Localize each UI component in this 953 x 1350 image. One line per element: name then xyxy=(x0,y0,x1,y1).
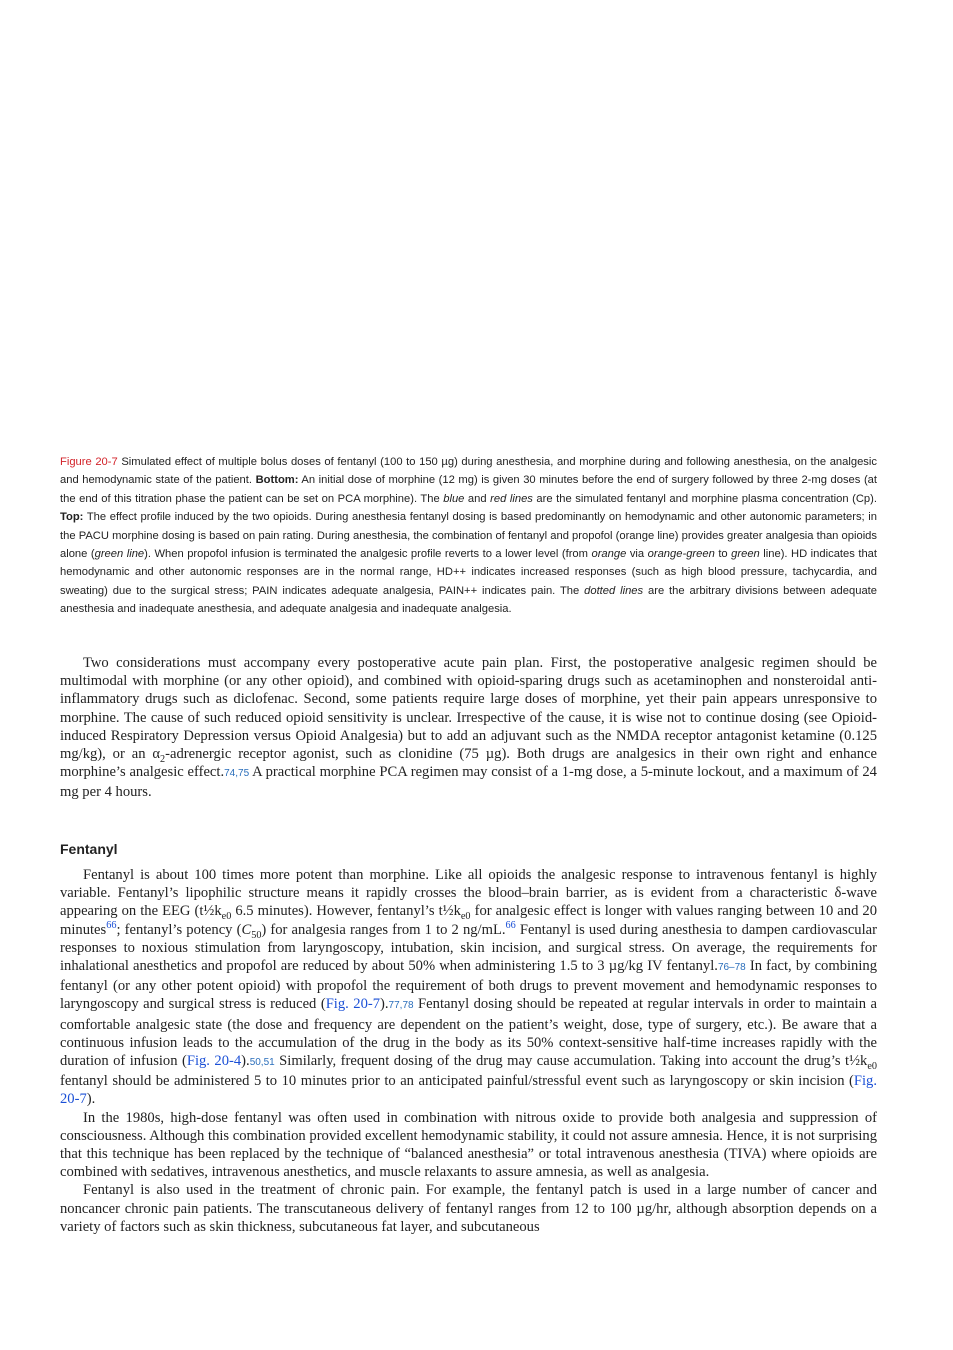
text-run: -adrenergic receptor agonist, such as cl… xyxy=(60,746,877,781)
italic-text: dotted lines xyxy=(584,584,644,597)
citation[interactable]: 66 xyxy=(505,919,516,931)
citation[interactable]: 76–78 xyxy=(717,962,746,974)
paragraph: Two considerations must accompany every … xyxy=(60,654,877,802)
text-run: In fact, by combining fentanyl (or any o… xyxy=(60,958,877,1013)
figure-caption: Figure 20-7 Simulated effect of multiple… xyxy=(60,453,877,619)
figure-link[interactable]: Fig. 20-7 xyxy=(325,996,381,1013)
text-run: Fentanyl is used during anesthesia to da… xyxy=(60,921,877,975)
text-run: Similarly, frequent dosing of the drug m… xyxy=(274,1053,868,1070)
figure-link[interactable]: Fig. 20-7 xyxy=(60,1073,877,1108)
italic-text: green xyxy=(731,548,760,561)
paragraph: In the 1980s, high-dose fentanyl was oft… xyxy=(60,1109,877,1182)
citation[interactable]: 77,78 xyxy=(388,1000,414,1012)
section-body: Fentanyl is about 100 times more potent … xyxy=(60,866,877,1236)
body-text: Two considerations must accompany every … xyxy=(60,654,877,802)
subscript: 50 xyxy=(251,929,262,941)
text-run: via xyxy=(626,548,648,561)
citation[interactable]: 74,75 xyxy=(224,768,250,780)
text-run: Simulated effect of multiple bolus doses… xyxy=(60,456,877,487)
text-run: Two considerations must accompany every … xyxy=(60,655,877,763)
citation[interactable]: 50,51 xyxy=(249,1057,275,1069)
text-run: Fentanyl is about 100 times more potent … xyxy=(60,867,877,920)
paragraph: Fentanyl is also used in the treatment o… xyxy=(60,1181,877,1236)
text-run: A practical morphine PCA regimen may con… xyxy=(60,764,877,801)
text-run: 6.5 minutes). However, fentanyl’s t½k xyxy=(231,903,461,920)
bold-text: Top: xyxy=(60,511,84,524)
italic-text: blue xyxy=(443,492,465,505)
text-run: ; fentanyl’s potency ( xyxy=(116,921,242,938)
text-run: to xyxy=(714,548,732,561)
bold-text: Bottom: xyxy=(255,474,299,487)
italic-text: red lines xyxy=(490,492,533,505)
subscript: e0 xyxy=(221,911,232,923)
paragraph: Fentanyl is about 100 times more potent … xyxy=(60,866,877,1109)
text-run: are the simulated fentanyl and morphine … xyxy=(532,492,877,505)
text-run: An initial dose of morphine (12 mg) is g… xyxy=(60,474,878,505)
text-run: and xyxy=(464,492,491,505)
italic-text: orange-green xyxy=(647,548,715,561)
italic-text: green line xyxy=(94,548,145,561)
section-heading: Fentanyl xyxy=(60,841,118,857)
text-run: Fentanyl is also used in the treatment o… xyxy=(60,1182,877,1235)
text-run: ). When propofol infusion is terminated … xyxy=(144,548,592,561)
citation[interactable]: 66 xyxy=(106,919,117,931)
text-run: ). xyxy=(380,996,389,1013)
subscript: e0 xyxy=(867,1060,877,1072)
text-run: for analgesic effect is longer with valu… xyxy=(60,903,878,938)
text-run: line). HD indicates that hemodynamic and… xyxy=(60,548,877,597)
text-run: ) for analgesia ranges from 1 to 2 ng/mL… xyxy=(261,921,506,938)
subscript: 2 xyxy=(160,753,166,765)
text-run: The effect profile induced by the two op… xyxy=(60,511,877,561)
text-run: ). xyxy=(86,1091,96,1108)
figure-label: Figure 20-7 xyxy=(60,456,118,468)
figure-link[interactable]: Fig. 20-4 xyxy=(186,1053,242,1070)
italic-text: C xyxy=(241,921,252,938)
text-run: In the 1980s, high-dose fentanyl was oft… xyxy=(60,1109,877,1181)
text-run: ). xyxy=(241,1053,250,1070)
subscript: e0 xyxy=(460,911,471,923)
text-run: fentanyl should be administered 5 to 10 … xyxy=(60,1073,854,1090)
text-run: Fentanyl dosing should be repeated at re… xyxy=(60,996,877,1070)
italic-text: orange xyxy=(591,548,627,561)
text-run: are the arbitrary divisions between adeq… xyxy=(60,584,877,616)
